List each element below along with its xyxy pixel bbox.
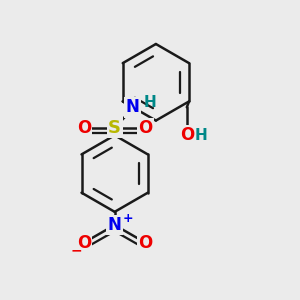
Text: S: S [108,119,121,137]
Text: O: O [180,126,194,144]
Text: +: + [123,212,134,225]
Text: N: N [125,98,139,116]
Text: H: H [195,128,208,143]
Text: O: O [76,119,91,137]
Text: −: − [70,243,82,257]
Text: H: H [143,94,156,110]
Text: O: O [139,119,153,137]
Text: O: O [139,234,153,252]
Text: N: N [108,216,122,234]
Text: O: O [76,234,91,252]
